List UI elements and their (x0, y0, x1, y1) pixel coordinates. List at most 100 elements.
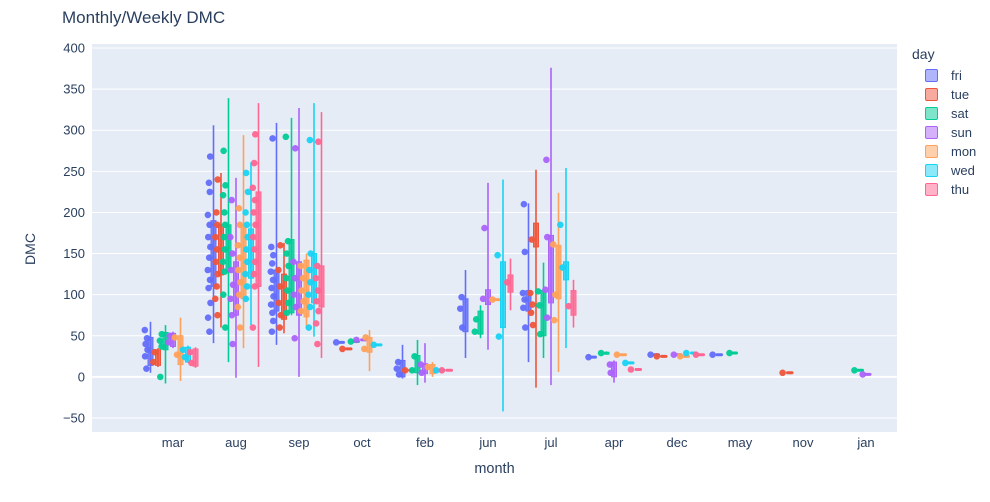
flat-box-jan-sat[interactable] (856, 368, 865, 372)
point-feb-thu[interactable] (438, 367, 446, 374)
point-sep-sun[interactable] (291, 274, 299, 282)
point-jun-sat[interactable] (471, 328, 479, 335)
point-sep-mon[interactable] (297, 307, 305, 315)
point-sep-fri[interactable] (269, 317, 277, 325)
point-sep-sun[interactable] (291, 334, 299, 342)
point-aug-mon[interactable] (236, 324, 244, 331)
point-jan-sun[interactable] (859, 371, 866, 378)
point-jun-fri[interactable] (457, 305, 464, 312)
point-jul-wed[interactable] (557, 221, 564, 229)
box-aug-sun[interactable] (233, 261, 239, 316)
point-sep-fri[interactable] (269, 309, 276, 317)
box-jun-fri[interactable] (462, 298, 469, 333)
flat-box-feb-thu[interactable] (445, 368, 454, 372)
point-aug-sun[interactable] (229, 250, 236, 257)
point-sep-tue[interactable] (276, 283, 284, 290)
point-sep-sun[interactable] (290, 291, 298, 298)
point-jun-sat[interactable] (472, 316, 480, 323)
point-mar-wed[interactable] (179, 346, 187, 354)
point-jun-wed[interactable] (494, 251, 501, 259)
point-dec-fri[interactable] (647, 351, 654, 358)
point-aug-tue[interactable] (212, 258, 220, 266)
point-aug-sat[interactable] (219, 258, 227, 266)
point-mar-fri[interactable] (142, 340, 149, 348)
point-aug-wed[interactable] (244, 258, 251, 266)
point-apr-sun[interactable] (607, 369, 614, 377)
point-aug-sat[interactable] (221, 221, 229, 229)
point-aug-tue[interactable] (214, 311, 221, 319)
point-oct-mon[interactable] (361, 345, 368, 353)
box-jul-sat[interactable] (540, 290, 547, 337)
point-aug-sun[interactable] (229, 281, 237, 289)
point-apr-wed[interactable] (622, 359, 629, 367)
point-mar-sun[interactable] (166, 332, 174, 340)
point-jul-mon[interactable] (552, 291, 559, 298)
point-aug-thu[interactable] (251, 258, 259, 266)
box-mar-thu[interactable] (192, 348, 199, 367)
point-aug-thu[interactable] (251, 196, 259, 204)
point-sep-sat[interactable] (284, 237, 292, 245)
point-aug-mon[interactable] (235, 266, 242, 274)
point-oct-mon[interactable] (362, 334, 369, 341)
point-sep-mon[interactable] (297, 262, 305, 270)
point-sep-fri[interactable] (268, 284, 275, 292)
point-aug-mon[interactable] (234, 303, 242, 311)
point-aug-sat[interactable] (221, 246, 229, 253)
point-aug-fri[interactable] (204, 314, 212, 321)
point-aug-fri[interactable] (205, 179, 213, 187)
point-sep-fri[interactable] (268, 260, 276, 267)
point-feb-sun[interactable] (417, 361, 425, 368)
point-nov-tue[interactable] (779, 369, 786, 377)
point-dec-tue[interactable] (653, 353, 661, 360)
point-jul-sun[interactable] (542, 286, 549, 294)
point-sep-sun[interactable] (292, 145, 299, 152)
point-jul-tue[interactable] (529, 301, 536, 308)
box-apr-sun[interactable] (611, 361, 617, 378)
point-aug-mon[interactable] (236, 221, 244, 229)
point-aug-fri[interactable] (204, 211, 212, 219)
point-sep-thu[interactable] (312, 320, 320, 327)
point-aug-mon[interactable] (235, 205, 243, 212)
point-sep-sun[interactable] (292, 303, 300, 311)
point-aug-fri[interactable] (206, 276, 214, 284)
point-sep-wed[interactable] (306, 266, 313, 274)
flat-box-apr-wed[interactable] (627, 361, 635, 365)
point-feb-wed[interactable] (433, 367, 440, 374)
point-feb-sat[interactable] (411, 353, 418, 360)
box-mar-tue[interactable] (155, 349, 161, 366)
point-feb-tue[interactable] (401, 367, 409, 374)
point-apr-mon[interactable] (613, 351, 621, 358)
point-sep-thu[interactable] (312, 274, 320, 282)
box-jul-sun[interactable] (548, 234, 554, 304)
point-jul-wed[interactable] (559, 264, 566, 271)
flat-box-may-fri[interactable] (715, 353, 724, 357)
point-sep-thu[interactable] (313, 297, 320, 305)
point-aug-thu[interactable] (249, 184, 257, 192)
point-sep-fri[interactable] (269, 276, 277, 284)
point-aug-sun[interactable] (227, 233, 234, 241)
point-aug-thu[interactable] (250, 159, 258, 167)
point-sep-fri[interactable] (270, 293, 277, 300)
point-sep-mon[interactable] (299, 274, 307, 282)
flat-box-dec-thu[interactable] (697, 353, 706, 357)
point-aug-tue[interactable] (212, 233, 219, 241)
point-sep-thu[interactable] (315, 307, 322, 315)
point-sep-wed[interactable] (306, 136, 314, 144)
point-sep-tue[interactable] (275, 299, 283, 307)
point-jun-wed[interactable] (495, 333, 503, 340)
legend-entry-sat[interactable]: sat (906, 104, 976, 123)
point-jul-mon[interactable] (550, 316, 558, 324)
point-mar-fri[interactable] (143, 365, 150, 372)
box-aug-fri[interactable] (210, 220, 217, 287)
point-sep-fri[interactable] (267, 268, 275, 275)
point-aug-sat[interactable] (220, 147, 227, 155)
point-mar-fri[interactable] (143, 334, 151, 342)
point-aug-sat[interactable] (220, 233, 228, 241)
point-feb-sat[interactable] (408, 367, 416, 374)
point-sep-sun[interactable] (290, 258, 297, 266)
point-sep-tue[interactable] (275, 266, 282, 274)
point-aug-sun[interactable] (227, 295, 234, 303)
point-jul-tue[interactable] (527, 289, 534, 297)
point-sep-tue[interactable] (276, 324, 284, 331)
